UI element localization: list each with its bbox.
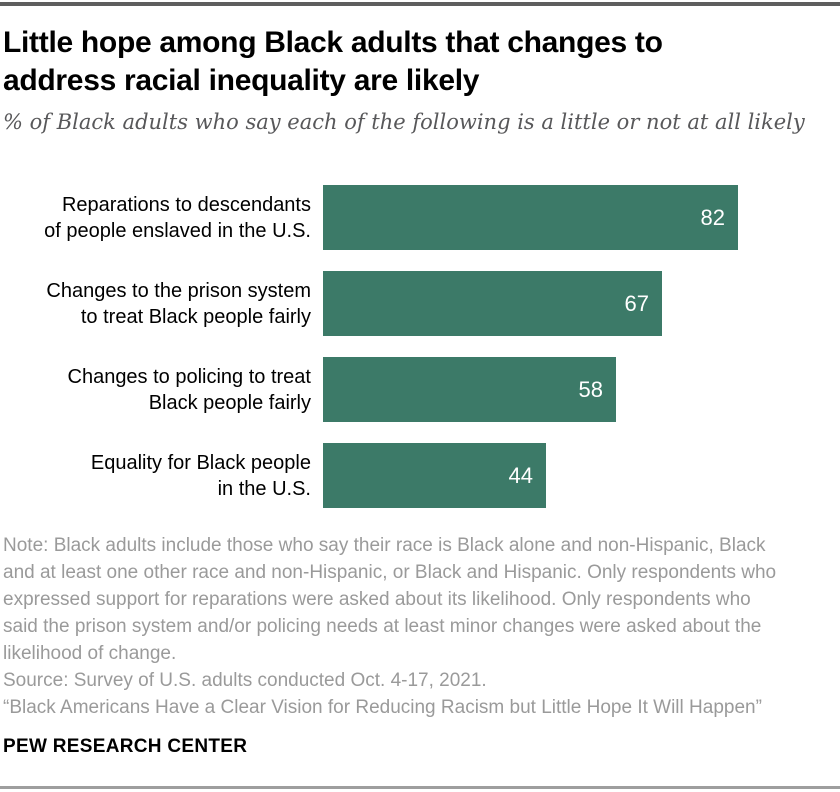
note-line: said the prison system and/or policing n… xyxy=(3,616,762,637)
bar-row: Reparations to descendants of people ensl… xyxy=(0,185,840,250)
category-label-line: Changes to the prison system xyxy=(46,279,311,302)
category-label: Reparations to descendants of people ensl… xyxy=(0,185,311,250)
category-label: Changes to the prison system to treat Bla… xyxy=(0,271,311,336)
category-label-line: to treat Black people fairly xyxy=(80,305,311,328)
footer-notes: Note: Black adults include those who say… xyxy=(3,532,776,721)
bar-row: Changes to policing to treat Black people… xyxy=(0,357,840,422)
source-line: Source: Survey of U.S. adults conducted … xyxy=(3,670,487,691)
bar-value-label: 44 xyxy=(508,462,533,488)
note-line: likelihood of change. xyxy=(3,643,177,664)
bar-value-label: 58 xyxy=(578,376,603,402)
chart-title-line-2: address racial inequality are likely xyxy=(3,64,480,97)
category-label-line: Reparations to descendants xyxy=(61,193,311,216)
category-label-line: in the U.S. xyxy=(217,477,311,500)
category-label-line: Changes to policing to treat xyxy=(67,365,312,388)
note-line: Note: Black adults include those who say… xyxy=(3,535,766,556)
chart-subtitle: % of Black adults who say each of the fo… xyxy=(3,110,805,134)
bar: 58 xyxy=(323,357,616,422)
bar-row: Equality for Black people in the U.S. 44 xyxy=(0,443,840,508)
category-label-line: Black people fairly xyxy=(148,391,311,414)
bar-row: Changes to the prison system to treat Bla… xyxy=(0,271,840,336)
chart-title: Little hope among Black adults that chan… xyxy=(3,24,663,100)
category-label-line: Equality for Black people xyxy=(90,451,311,474)
bar: 44 xyxy=(323,443,546,508)
category-label-line: of people enslaved in the U.S. xyxy=(44,219,311,242)
note-line: and at least one other race and non-Hisp… xyxy=(3,562,777,583)
chart-title-line-1: Little hope among Black adults that chan… xyxy=(3,26,663,59)
category-label: Equality for Black people in the U.S. xyxy=(0,443,311,508)
bar-value-label: 82 xyxy=(700,204,725,230)
bottom-rule xyxy=(0,786,840,789)
bar: 82 xyxy=(323,185,738,250)
pew-research-center-wordmark: PEW RESEARCH CENTER xyxy=(3,736,248,757)
note-line: expressed support for reparations were a… xyxy=(3,589,751,610)
bar: 67 xyxy=(323,271,662,336)
report-title-line: “Black Americans Have a Clear Vision for… xyxy=(3,697,762,718)
bar-value-label: 67 xyxy=(624,290,649,316)
top-rule xyxy=(0,2,840,6)
category-label: Changes to policing to treat Black people… xyxy=(0,357,312,422)
bar-chart: Reparations to descendants of people ensl… xyxy=(0,185,840,510)
